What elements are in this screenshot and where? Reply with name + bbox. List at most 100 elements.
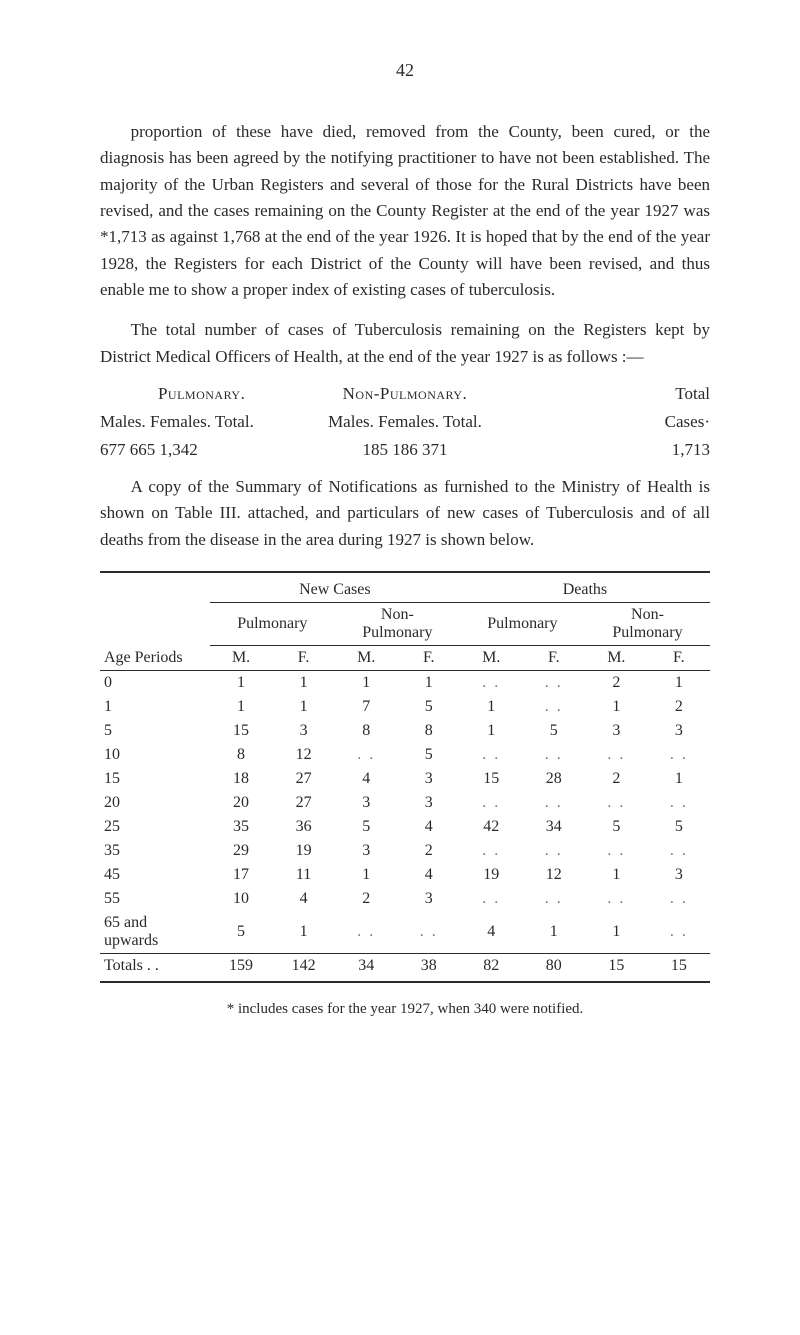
cell-value: 12 xyxy=(523,863,585,887)
cell-age: 20 xyxy=(100,791,210,815)
cell-age: 35 xyxy=(100,839,210,863)
cell-value: 27 xyxy=(272,767,335,791)
cell-value: 5 xyxy=(398,743,460,767)
totals-a: 159 xyxy=(210,954,273,979)
cell-value: 3 xyxy=(398,791,460,815)
cell-value: . . xyxy=(460,791,523,815)
cell-value: . . xyxy=(523,839,585,863)
table-row: 45171114191213 xyxy=(100,863,710,887)
cell-value: . . xyxy=(523,743,585,767)
cell-value: 2 xyxy=(648,695,710,719)
cell-value: 3 xyxy=(398,767,460,791)
cell-value: 1 xyxy=(335,671,398,696)
cell-value: 3 xyxy=(335,839,398,863)
cell-value: . . xyxy=(648,839,710,863)
totals-h: 15 xyxy=(648,954,710,979)
cell-value: 10 xyxy=(210,887,273,911)
cell-value: . . xyxy=(398,911,460,954)
cell-age: 65 and upwards xyxy=(100,911,210,954)
page: 42 proportion of these have died, remove… xyxy=(0,0,800,1335)
table-row: 10812. .5. .. .. .. . xyxy=(100,743,710,767)
cell-value: 1 xyxy=(460,719,523,743)
footnote: * includes cases for the year 1927, when… xyxy=(100,1001,710,1018)
cell-value: 1 xyxy=(272,671,335,696)
cell-value: 1 xyxy=(585,695,648,719)
cell-value: 19 xyxy=(460,863,523,887)
paragraph-1: proportion of these have died, removed f… xyxy=(100,119,710,303)
col-new-pulmonary: Pulmonary xyxy=(210,603,335,646)
cell-value: 11 xyxy=(272,863,335,887)
cell-value: 15 xyxy=(210,719,273,743)
cell-value: . . xyxy=(648,791,710,815)
cell-age: 1 xyxy=(100,695,210,719)
cell-value: 5 xyxy=(523,719,585,743)
cell-value: 1 xyxy=(648,767,710,791)
heading-pulmonary: Pulmonary. xyxy=(100,384,303,404)
cell-age: 25 xyxy=(100,815,210,839)
table-row: 15182743152821 xyxy=(100,767,710,791)
table-body: 01111. .. .21111751. .12515388153310812.… xyxy=(100,671,710,954)
cell-value: 1 xyxy=(335,863,398,887)
table-row: 25353654423455 xyxy=(100,815,710,839)
cell-value: . . xyxy=(335,743,398,767)
paragraph-2: The total number of cases of Tuberculosi… xyxy=(100,317,710,370)
cell-value: 2 xyxy=(585,767,648,791)
cell-value: 36 xyxy=(272,815,335,839)
cell-value: 3 xyxy=(648,863,710,887)
cell-value: 35 xyxy=(210,815,273,839)
totals-c: 34 xyxy=(335,954,398,979)
cell-value: 5 xyxy=(398,695,460,719)
cell-value: 2 xyxy=(398,839,460,863)
cell-value: 1 xyxy=(460,695,523,719)
col-f: F. xyxy=(648,646,710,671)
totals-g: 15 xyxy=(585,954,648,979)
cell-value: 27 xyxy=(272,791,335,815)
cell-age: 10 xyxy=(100,743,210,767)
cell-value: 1 xyxy=(398,671,460,696)
totals-d: 38 xyxy=(398,954,460,979)
cell-value: 28 xyxy=(523,767,585,791)
table-row: 111751. .12 xyxy=(100,695,710,719)
cell-value: . . xyxy=(460,887,523,911)
col-f: F. xyxy=(272,646,335,671)
cell-value: 20 xyxy=(210,791,273,815)
cell-value: 7 xyxy=(335,695,398,719)
cell-value: . . xyxy=(585,887,648,911)
cell-value: 3 xyxy=(335,791,398,815)
table-row: 5510423. .. .. .. . xyxy=(100,887,710,911)
cell-value: 1 xyxy=(648,671,710,696)
cell-value: 1 xyxy=(272,695,335,719)
cell-value: 3 xyxy=(585,719,648,743)
cell-value: 5 xyxy=(335,815,398,839)
paragraph-3: A copy of the Summary of Notifications a… xyxy=(100,474,710,553)
cell-value: 1 xyxy=(272,911,335,954)
cell-value: 1 xyxy=(210,671,273,696)
cell-value: 5 xyxy=(210,911,273,954)
cell-value: 4 xyxy=(460,911,523,954)
cell-value: . . xyxy=(648,911,710,954)
page-number: 42 xyxy=(100,60,710,81)
sub-left: Males. Females. Total. xyxy=(100,412,303,432)
group-new-cases: New Cases xyxy=(210,572,460,603)
summary-subheadings: Males. Females. Total. Males. Females. T… xyxy=(100,412,710,432)
cell-value: 17 xyxy=(210,863,273,887)
group-deaths: Deaths xyxy=(460,572,710,603)
table-row: 01111. .. .21 xyxy=(100,671,710,696)
cell-value: . . xyxy=(523,695,585,719)
cell-value: . . xyxy=(523,887,585,911)
cell-value: 1 xyxy=(523,911,585,954)
cell-value: 4 xyxy=(398,863,460,887)
table-row: 35291932. .. .. .. . xyxy=(100,839,710,863)
totals-label: Totals . . xyxy=(100,954,210,979)
cell-age: 5 xyxy=(100,719,210,743)
vals-right: 1,713 xyxy=(507,440,710,460)
table-row: 20202733. .. .. .. . xyxy=(100,791,710,815)
cell-value: 2 xyxy=(585,671,648,696)
cell-value: 5 xyxy=(585,815,648,839)
cell-value: 3 xyxy=(648,719,710,743)
sub-mid: Males. Females. Total. xyxy=(303,412,506,432)
table-row: 5153881533 xyxy=(100,719,710,743)
cell-value: 42 xyxy=(460,815,523,839)
cases-deaths-table: Age Periods New Cases Deaths Pulmonary N… xyxy=(100,571,710,983)
cell-age: 55 xyxy=(100,887,210,911)
